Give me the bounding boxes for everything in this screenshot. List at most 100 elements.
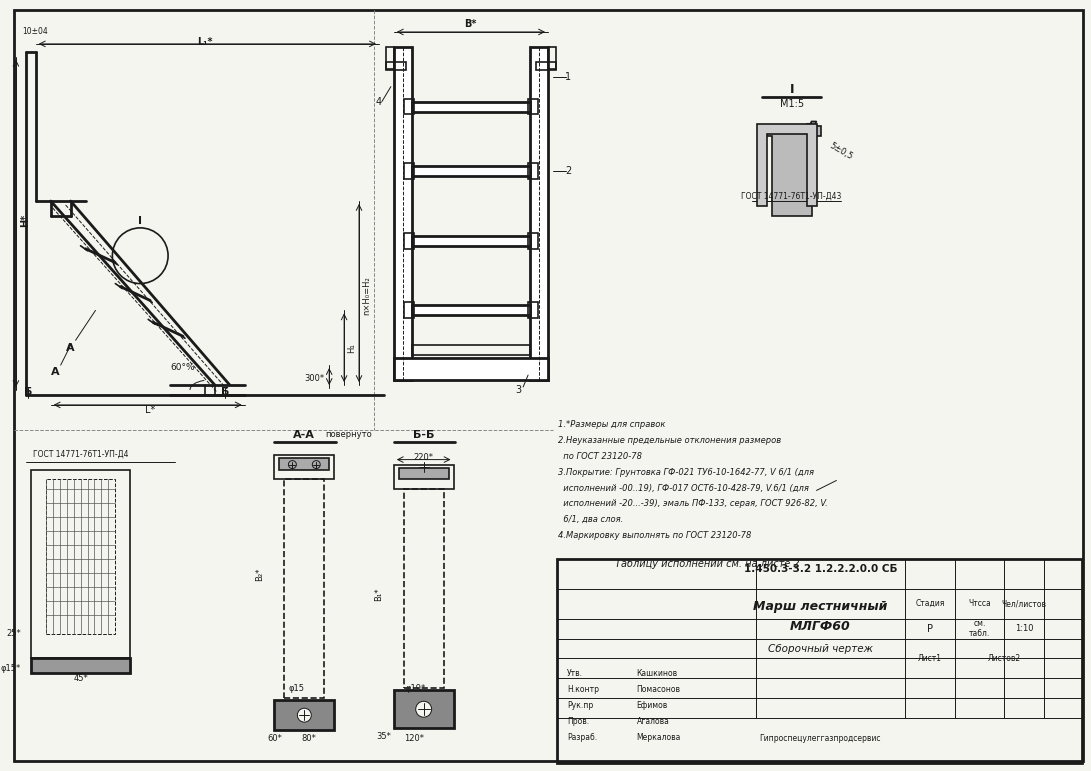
Text: φ15: φ15 — [288, 684, 304, 693]
Text: 1:10: 1:10 — [1015, 625, 1033, 633]
Bar — [404, 163, 413, 179]
Bar — [528, 163, 538, 179]
Text: по ГОСТ 23120-78: по ГОСТ 23120-78 — [558, 452, 642, 460]
Bar — [530, 47, 548, 380]
Text: A: A — [67, 343, 75, 353]
Bar — [528, 302, 538, 318]
Text: Рук.пр: Рук.пр — [567, 701, 594, 710]
Bar — [411, 167, 530, 176]
Bar — [404, 233, 413, 249]
Circle shape — [416, 702, 432, 717]
Text: 4.Маркировку выполнять по ГОСТ 23120-78: 4.Маркировку выполнять по ГОСТ 23120-78 — [558, 531, 752, 540]
Bar — [404, 302, 413, 318]
Text: 4: 4 — [376, 96, 382, 106]
Text: 300*: 300* — [304, 373, 324, 382]
Text: H*: H* — [20, 214, 29, 227]
Text: 220*: 220* — [413, 453, 434, 462]
Text: Марш лестничный: Марш лестничный — [753, 601, 888, 613]
Bar — [528, 99, 538, 114]
Text: ГОСТ 14771-76Т1-УП-Д4: ГОСТ 14771-76Т1-УП-Д4 — [33, 450, 129, 459]
Text: повернуто: повернуто — [326, 430, 372, 439]
Text: 35*: 35* — [376, 732, 392, 741]
Text: Помасонов: Помасонов — [636, 685, 681, 694]
Text: n×H₀=H₂: n×H₀=H₂ — [362, 276, 371, 315]
Text: Пров.: Пров. — [567, 717, 589, 726]
Bar — [528, 233, 538, 249]
Text: 60°%: 60°% — [170, 362, 195, 372]
Text: исполнений -20...-39), эмаль ПФ-133, серая, ГОСТ 926-82, V.: исполнений -20...-39), эмаль ПФ-133, сер… — [558, 500, 828, 508]
Bar — [386, 47, 394, 69]
Text: 3.Покрытие: Грунтовка ГФ-021 ТУ6-10-1642-77, V 6/1 (для: 3.Покрытие: Грунтовка ГФ-021 ТУ6-10-1642… — [558, 467, 814, 476]
Text: Меркалова: Меркалова — [636, 732, 681, 742]
Text: 3: 3 — [515, 385, 521, 395]
Text: Листов2: Листов2 — [988, 654, 1021, 663]
Text: 1.450.3-3.2 1.2.2.2.0.0 СБ: 1.450.3-3.2 1.2.2.2.0.0 СБ — [744, 564, 897, 574]
Text: Р: Р — [927, 624, 933, 634]
Bar — [399, 467, 448, 480]
Bar — [394, 690, 454, 728]
Bar — [411, 345, 530, 355]
Text: Агалова: Агалова — [636, 717, 670, 726]
Text: 120*: 120* — [404, 733, 423, 742]
Bar — [31, 658, 130, 673]
Polygon shape — [757, 124, 816, 206]
Text: А-А: А-А — [293, 429, 315, 439]
Bar — [31, 470, 130, 658]
Text: φ15*: φ15* — [1, 664, 21, 673]
Text: 45*: 45* — [73, 674, 88, 683]
Polygon shape — [762, 126, 822, 216]
Text: I: I — [790, 83, 794, 96]
Text: 1.*Размеры для справок: 1.*Размеры для справок — [558, 420, 666, 429]
Bar — [279, 458, 329, 470]
Text: B*: B* — [465, 19, 477, 29]
Bar — [275, 700, 334, 730]
Text: 10±04: 10±04 — [22, 28, 48, 36]
Text: Чел/листов: Чел/листов — [1002, 599, 1047, 608]
Bar — [548, 47, 556, 69]
Text: Ефимов: Ефимов — [636, 701, 668, 710]
Bar — [411, 236, 530, 246]
Bar — [394, 465, 454, 490]
Text: Б: Б — [24, 387, 32, 397]
Text: B₁*: B₁* — [374, 587, 383, 601]
Text: Кашкинов: Кашкинов — [636, 669, 678, 678]
Text: 80*: 80* — [302, 733, 316, 742]
Text: Разраб.: Разраб. — [567, 732, 597, 742]
Text: 2: 2 — [565, 167, 571, 177]
Text: A: A — [51, 367, 60, 377]
Polygon shape — [777, 123, 812, 199]
Text: 5±0,5: 5±0,5 — [828, 141, 854, 161]
Text: Б-Б: Б-Б — [413, 429, 434, 439]
Bar — [411, 102, 530, 112]
Text: Н.контр: Н.контр — [567, 685, 599, 694]
Text: исполнений -00..19), ГФ-017 ОСТ6-10-428-79, V.6/1 (для: исполнений -00..19), ГФ-017 ОСТ6-10-428-… — [558, 483, 808, 493]
Text: Утв.: Утв. — [567, 669, 583, 678]
Text: 1: 1 — [565, 72, 571, 82]
Circle shape — [298, 709, 311, 722]
Text: B₂*: B₂* — [255, 567, 264, 581]
Bar — [394, 47, 411, 380]
Text: Таблицу исполнений см. на листе 2: Таблицу исполнений см. на листе 2 — [615, 559, 800, 569]
Bar — [411, 305, 530, 315]
Text: L*: L* — [145, 405, 155, 415]
Text: I: I — [139, 216, 142, 226]
Bar — [46, 480, 116, 634]
Bar — [404, 99, 413, 114]
Bar — [285, 480, 324, 699]
Bar — [404, 490, 444, 689]
Text: Чтсса: Чтсса — [968, 599, 991, 608]
Polygon shape — [771, 122, 816, 201]
Bar — [556, 559, 1082, 763]
Text: Б: Б — [220, 387, 229, 397]
Bar — [536, 62, 556, 69]
Text: φ19*: φ19* — [406, 684, 425, 693]
Text: ГОСТ 14771-76Т1-УП-Д43: ГОСТ 14771-76Т1-УП-Д43 — [742, 191, 842, 200]
Text: МЛГФ60: МЛГФ60 — [790, 620, 851, 633]
Text: Лист1: Лист1 — [918, 654, 942, 663]
Text: Сборочный чертеж: Сборочный чертеж — [768, 644, 873, 654]
Text: 60*: 60* — [267, 733, 281, 742]
Text: H₁: H₁ — [347, 343, 356, 353]
Text: 25*: 25* — [7, 629, 21, 638]
Text: 2.Неуказанные предельные отклонения размеров: 2.Неуказанные предельные отклонения разм… — [558, 436, 781, 445]
Text: L₁*: L₁* — [197, 37, 213, 47]
